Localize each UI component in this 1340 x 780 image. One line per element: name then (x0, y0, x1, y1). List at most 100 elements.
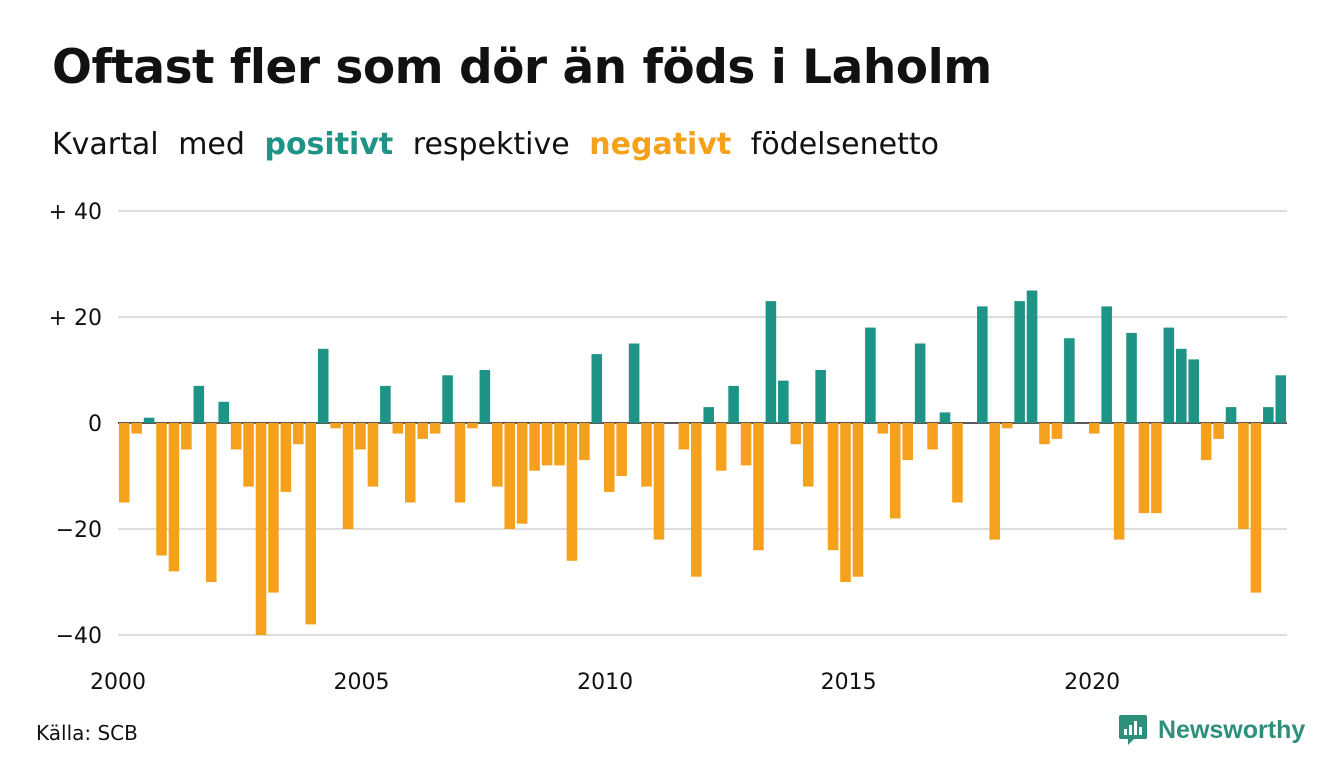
bar (628, 343, 640, 423)
chart-bars (118, 290, 1287, 635)
legend-negative: negativt (589, 127, 732, 162)
bar (852, 423, 864, 577)
chart-title: Oftast fler som dör än föds i Laholm (52, 40, 992, 95)
bar (952, 423, 963, 503)
y-tick-label: 0 (88, 412, 102, 437)
bar (1151, 423, 1162, 514)
bar (516, 423, 528, 524)
x-axis-labels: 2000 2005 2010 2015 2020 (90, 670, 1120, 695)
bar (156, 423, 167, 556)
chart-subtitle: Kvartal med positivt respektive negativt… (52, 127, 949, 162)
bar (255, 423, 267, 635)
x-tick-label: 2000 (90, 670, 146, 695)
bar (977, 306, 988, 423)
bar (529, 423, 540, 471)
bar (404, 423, 416, 503)
bar (554, 423, 565, 466)
bar (877, 423, 889, 434)
bar (914, 343, 926, 423)
bar (504, 423, 516, 529)
bar (467, 423, 478, 429)
bar (1275, 375, 1287, 423)
bar (678, 423, 690, 450)
y-axis-labels: + 40 + 20 0 −20 −40 (49, 200, 102, 649)
bar (591, 354, 603, 423)
bar (193, 385, 205, 423)
bar (218, 401, 229, 423)
bar (715, 423, 727, 471)
bar (1113, 423, 1125, 540)
bar (765, 301, 777, 423)
bar (492, 423, 503, 487)
bar (1051, 423, 1063, 439)
bar (778, 380, 789, 423)
bar (305, 423, 317, 625)
bar (479, 370, 491, 423)
source-note: Källa: SCB (36, 721, 138, 745)
bar (1263, 407, 1274, 423)
bar (317, 348, 329, 423)
bar (417, 423, 428, 439)
y-tick-label: −20 (56, 518, 102, 543)
x-tick-label: 2015 (821, 670, 877, 695)
subtitle-word: respektive (412, 127, 570, 162)
subtitle-word: med (178, 127, 245, 162)
bar (579, 423, 590, 461)
bar (1001, 423, 1013, 429)
bar (1188, 359, 1200, 423)
bar (355, 423, 366, 450)
x-tick-label: 2020 (1064, 670, 1120, 695)
legend-positive: positivt (264, 127, 394, 162)
bar (1213, 423, 1224, 439)
bar (790, 423, 802, 445)
bar (367, 423, 379, 487)
bar (181, 423, 192, 450)
bar (740, 423, 752, 466)
y-tick-label: + 20 (49, 306, 102, 331)
bar-chart: + 40 + 20 0 −20 −40 2000 2005 2010 2015 2020 (49, 200, 1287, 695)
bar (330, 423, 341, 429)
bar (230, 423, 242, 450)
bar (131, 423, 142, 434)
bar (1250, 423, 1262, 593)
bar (143, 417, 155, 423)
bar (840, 423, 851, 582)
y-tick-label: + 40 (49, 200, 102, 225)
bar (1163, 327, 1175, 423)
brand-name: Newsworthy (1158, 715, 1306, 744)
bar (1126, 332, 1137, 423)
bar (454, 423, 466, 503)
bar (118, 423, 130, 503)
bar (168, 423, 180, 572)
bar (902, 423, 913, 461)
bar (566, 423, 578, 561)
bar (1039, 423, 1050, 445)
bar (1225, 407, 1237, 423)
bar (1101, 306, 1112, 423)
bar (268, 423, 279, 593)
bar (653, 423, 665, 540)
y-tick-label: −40 (56, 624, 102, 649)
bar (243, 423, 254, 487)
bar (641, 423, 652, 487)
bar (205, 423, 217, 582)
subtitle-word: Kvartal (52, 127, 159, 162)
bar (728, 385, 739, 423)
bar (865, 327, 876, 423)
bar (827, 423, 839, 551)
bar (815, 370, 826, 423)
bar (1014, 301, 1025, 423)
bar (442, 375, 453, 423)
bar (939, 412, 951, 423)
bar (889, 423, 901, 519)
x-tick-label: 2010 (577, 670, 633, 695)
bar (691, 423, 702, 577)
bar (753, 423, 764, 551)
x-tick-label: 2005 (334, 670, 390, 695)
bar (342, 423, 354, 529)
bar (616, 423, 627, 476)
bar (541, 423, 553, 466)
bar (380, 385, 391, 423)
bar (1026, 290, 1038, 423)
bar (703, 407, 714, 423)
